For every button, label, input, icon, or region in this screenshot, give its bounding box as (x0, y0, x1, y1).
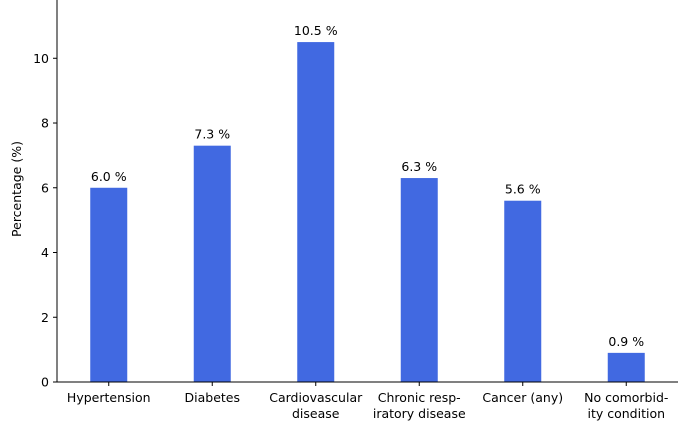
x-category-label: Cancer (any) (482, 390, 563, 405)
bar-value-label: 6.0 % (91, 169, 127, 184)
data-labels-group: 6.0 % 7.3 % 10.5 % 6.3 % 5.6 % 0.9 % (91, 23, 644, 349)
bar-value-label: 0.9 % (608, 334, 644, 349)
x-category-label: Chronic resp-iratory disease (373, 390, 466, 421)
bar (193, 145, 231, 382)
y-axis-title: Percentage (%) (9, 141, 24, 237)
bar (504, 200, 542, 382)
y-tick-label: 10 (33, 51, 49, 66)
x-category-label: Diabetes (185, 390, 241, 405)
bar (607, 352, 645, 382)
y-tick-label: 2 (41, 310, 49, 325)
y-tick-label: 0 (41, 375, 49, 390)
y-tick-label: 4 (41, 245, 49, 260)
y-tick-label: 8 (41, 116, 49, 131)
bars-group (90, 42, 645, 382)
x-category-label: Hypertension (67, 390, 151, 405)
bar (400, 178, 438, 382)
bar (297, 42, 335, 382)
x-axis-ticks: Hypertension Diabetes Cardiovascular diseas… (67, 382, 668, 421)
bar-value-label: 6.3 % (401, 159, 437, 174)
bar-value-label: 5.6 % (505, 182, 541, 197)
bar-value-label: 10.5 % (294, 23, 338, 38)
x-category-label: Cardiovascular disease (269, 390, 363, 421)
bar-value-label: 7.3 % (194, 127, 230, 142)
y-tick-label: 6 (41, 180, 49, 195)
x-category-label: No comorbid-ity condition (584, 390, 668, 421)
bar (90, 187, 128, 382)
y-axis-ticks: 0 2 4 6 8 10 (33, 51, 57, 390)
